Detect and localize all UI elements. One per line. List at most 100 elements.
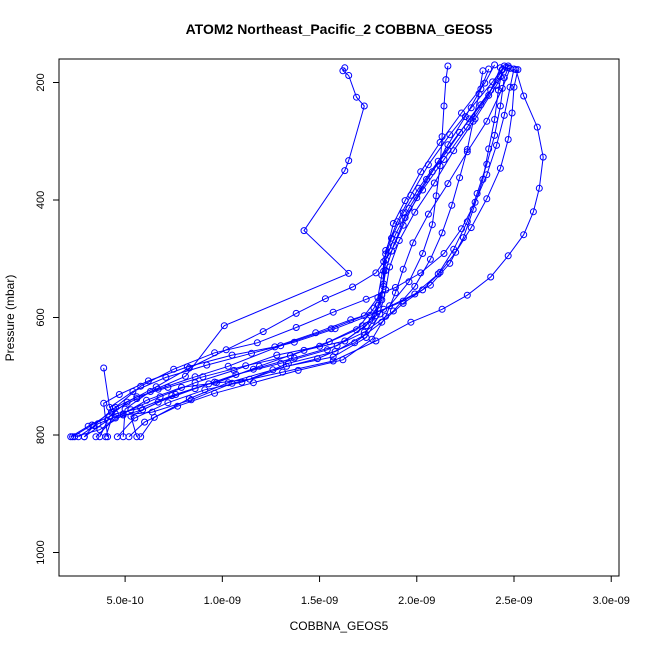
series-13 (100, 66, 506, 411)
series-13-point-16 (485, 145, 493, 153)
series-4-point-1 (67, 433, 75, 441)
series-7-point-8 (368, 335, 376, 343)
series-13-point-11 (426, 281, 434, 289)
series-9-point-16 (529, 208, 537, 216)
series-12-point-19 (500, 74, 508, 82)
series-9-point-7 (279, 368, 287, 376)
series-3-point-17 (456, 128, 464, 136)
series-16-point-13 (419, 250, 427, 257)
series-10 (96, 65, 493, 441)
series-11-point-1 (102, 433, 110, 441)
series-7-point-12 (409, 239, 417, 247)
series-13-point-1 (100, 364, 108, 372)
series-layer (67, 61, 547, 441)
series-16-point-20 (444, 62, 452, 70)
series-15-point-17 (475, 90, 483, 98)
series-6-point-11 (386, 263, 394, 271)
series-10-point-17 (461, 113, 469, 121)
series-8-point-15 (496, 164, 504, 172)
series-6-point-13 (411, 208, 419, 216)
series-10-point-3 (123, 398, 131, 406)
series-5-point-12 (382, 256, 390, 264)
series-12-point-3 (115, 391, 123, 398)
chart-title: ATOM2 Northeast_Pacific_2 COBBNA_GEOS5 (186, 21, 493, 37)
x-axis: 5.0e-10 1.0e-09 1.5e-09 2.0e-09 2.5e-09 3.0e-… (106, 575, 630, 607)
series-9-point-17 (535, 184, 543, 192)
series-16-point-10 (358, 322, 366, 330)
series-9-point-8 (329, 357, 337, 365)
series-11-point-8 (329, 308, 337, 316)
series-16-point-5 (164, 383, 172, 391)
series-15-point-11 (426, 255, 434, 263)
series-15-point-13 (448, 201, 456, 209)
series-10-point-9 (321, 295, 329, 303)
series-14-point-10 (360, 102, 368, 110)
series-16-point-4 (133, 393, 141, 401)
series-11-line (105, 68, 515, 437)
series-9-point-11 (438, 305, 446, 313)
series-16-point-8 (286, 352, 294, 360)
series-7-point-2 (141, 418, 149, 426)
series-14-point-1 (119, 433, 127, 441)
series-16-point-6 (199, 373, 207, 381)
series-5-line (95, 69, 503, 438)
series-13-point-14 (469, 205, 477, 213)
series-10-point-8 (292, 309, 300, 317)
series-7-point-11 (399, 265, 407, 273)
series-13-point-5 (203, 361, 211, 369)
series-8-point-18 (510, 83, 518, 91)
series-2-point-16 (424, 161, 432, 169)
series-13-point-19 (498, 66, 506, 74)
series-10-point-18 (477, 85, 485, 93)
y-tick-label-1: 200 (35, 73, 47, 91)
series-16-point-18 (440, 102, 448, 110)
series-12-point-8 (312, 329, 320, 337)
series-9-point-20 (520, 92, 528, 100)
series-11 (102, 65, 518, 441)
series-7-point-13 (424, 210, 432, 218)
series-13-point-18 (494, 86, 502, 94)
series-14-point-9 (345, 157, 353, 165)
series-12 (100, 64, 512, 441)
series-10-line (99, 68, 490, 438)
series-7-point-10 (391, 289, 399, 297)
series-2-point-17 (446, 131, 454, 139)
series-8-point-14 (483, 195, 491, 203)
series-2-point-9 (341, 337, 349, 345)
series-15-point-6 (277, 359, 285, 367)
series-13-point-4 (162, 373, 170, 381)
series-15-point-9 (389, 307, 397, 315)
series-4 (67, 64, 504, 441)
series-10-point-13 (399, 221, 407, 229)
series-14-point-5 (220, 322, 228, 330)
series-9-point-5 (187, 396, 195, 404)
series-16-point-9 (325, 338, 333, 346)
series-9-point-12 (463, 291, 471, 299)
series-8-point-11 (436, 268, 444, 276)
series-14-point-6 (345, 269, 353, 277)
series-15-point-8 (360, 328, 368, 336)
series-11-point-18 (506, 83, 514, 91)
series-9-point-13 (487, 273, 495, 281)
x-tick-label-1: 5.0e-10 (106, 595, 143, 607)
series-3-point-6 (230, 366, 238, 374)
series-12-point-11 (411, 290, 419, 298)
series-16-point-1 (80, 433, 88, 441)
series-6-point-3 (164, 399, 172, 407)
series-8-point-6 (314, 355, 322, 363)
series-1-point-16 (417, 168, 425, 176)
series-15-point-16 (469, 117, 477, 125)
series-10-point-7 (259, 328, 267, 336)
series-13-line (103, 69, 503, 409)
series-13-point-10 (399, 297, 407, 305)
series-13-point-12 (446, 259, 454, 267)
series-15-point-14 (456, 174, 464, 182)
series-14-point-4 (181, 372, 189, 380)
series-4-line (70, 67, 501, 438)
y-tick-label-4: 800 (35, 426, 47, 444)
series-7-point-6 (294, 366, 302, 374)
series-5-point-10 (374, 301, 382, 309)
series-16-point-15 (432, 192, 440, 200)
series-12-point-1 (104, 433, 112, 441)
series-10-point-11 (372, 269, 380, 277)
